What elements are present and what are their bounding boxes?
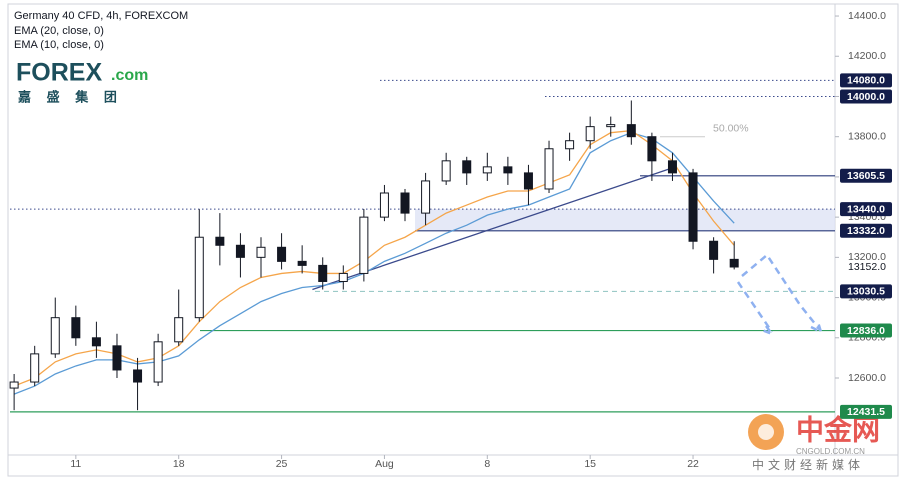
ema-line (13, 131, 735, 395)
level-label-box (840, 168, 892, 183)
frame (7, 3, 899, 477)
indicator: EMA (10, close, 0) (14, 39, 104, 51)
candle-body (30, 353, 40, 383)
level-label-box (840, 404, 892, 419)
indicator: EMA (20, close, 0) (14, 25, 104, 37)
candle-body (71, 317, 81, 339)
level-label: 14080.0 (847, 75, 885, 87)
candle-body (626, 124, 636, 138)
candle-body (133, 369, 143, 383)
x-tick-label: 11 (70, 458, 81, 470)
x-tick-label: 25 (276, 458, 288, 470)
candle-body (503, 166, 513, 174)
candle-body (729, 258, 739, 268)
level-label: 12431.5 (847, 406, 885, 418)
fib-label: 50.00% (713, 122, 749, 134)
y-tick-label: 14200.0 (848, 50, 886, 62)
level-label: 13332.0 (847, 225, 885, 237)
level-label-box (840, 284, 892, 299)
x-tick-label: 8 (484, 458, 490, 470)
x-tick-label: 15 (584, 458, 596, 470)
candle-body (9, 381, 19, 389)
x-tick-label: 18 (173, 458, 185, 470)
candle-body (338, 272, 348, 282)
level-label-box (840, 202, 892, 217)
candle-body (50, 317, 60, 355)
candle-body (112, 345, 122, 371)
trendline (312, 167, 673, 291)
watermark-icon-inner (758, 424, 774, 440)
level-label: 13440.0 (847, 203, 885, 215)
candle-body (215, 236, 225, 246)
candle-body (585, 126, 595, 142)
watermark-slogan: 中文财经新媒体 (752, 457, 864, 472)
y-tick-label: 14400.0 (848, 10, 886, 22)
candle-body (400, 192, 410, 214)
candle-body (667, 160, 677, 174)
candle-body (297, 260, 307, 266)
candle-body (194, 236, 204, 319)
candle-body (153, 341, 163, 383)
candle-body (318, 264, 328, 282)
level-label-box (840, 89, 892, 104)
y-tick-label: 13800.0 (848, 130, 886, 142)
candle-body (482, 166, 492, 174)
y-tick-label: 12600.0 (848, 372, 886, 384)
logo-suffix: .com (111, 67, 148, 84)
candle-body (235, 244, 245, 258)
candle-body (688, 172, 698, 242)
candle-body (277, 246, 287, 262)
candle-body (647, 136, 657, 162)
level-label-box (840, 73, 892, 88)
level-label-box (840, 323, 892, 338)
candle-body (379, 192, 389, 218)
candle-body (462, 160, 472, 174)
x-tick-label: 22 (687, 458, 699, 470)
candle-body (421, 180, 431, 214)
candle-body (174, 317, 184, 343)
level-label: 13030.5 (847, 286, 885, 298)
level-label-box (840, 223, 892, 238)
watermark-site: CNGOLD.COM.CN (796, 447, 865, 456)
logo-brand: FOREX (16, 59, 102, 87)
candle-body (441, 160, 451, 182)
candle-body (91, 337, 101, 347)
last-price-box (840, 260, 892, 275)
candle-body (523, 172, 533, 190)
chart-title: Germany 40 CFD, 4h, FOREXCOM (14, 10, 188, 22)
level-label: 14000.0 (847, 91, 885, 103)
level-label: 12836.0 (847, 325, 885, 337)
ema-line (13, 129, 735, 387)
candle-body (565, 140, 575, 150)
x-tick-label: Aug (375, 458, 394, 470)
candle-body (709, 240, 719, 260)
candle-body (544, 148, 554, 190)
candle-body (606, 124, 616, 128)
candle-body (359, 216, 369, 274)
forecast-arrows (736, 253, 824, 337)
zone (415, 209, 835, 231)
last-price-label: 13152.0 (848, 261, 886, 273)
logo-chinese: 嘉 盛 集 团 (17, 89, 123, 104)
candle-body (256, 246, 266, 258)
level-label: 13605.5 (847, 170, 885, 182)
